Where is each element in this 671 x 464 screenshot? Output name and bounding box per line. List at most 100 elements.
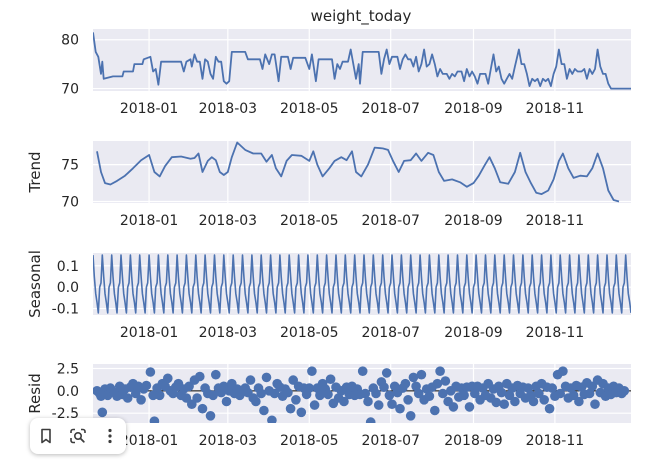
resid-point <box>211 369 221 380</box>
resid-point <box>547 383 557 393</box>
resid-point <box>259 405 269 416</box>
x-tick-label: 2018-03 <box>199 325 258 341</box>
y-tick-label: 2.5 <box>57 361 79 377</box>
y-tick-label: 75 <box>61 158 79 174</box>
y-tick-label: 0.0 <box>57 384 79 400</box>
resid-point <box>408 372 419 383</box>
chart-title: weight_today <box>311 7 412 26</box>
resid-point <box>360 388 371 399</box>
x-tick-label: 2018-09 <box>444 325 503 341</box>
y-tick-label: 80 <box>61 33 79 49</box>
resid-point <box>130 388 141 399</box>
resid-point <box>184 381 194 392</box>
resid-point <box>208 390 218 401</box>
resid-point <box>523 383 533 393</box>
resid-point <box>438 388 448 399</box>
resid-point <box>528 396 539 407</box>
resid-point <box>256 388 267 399</box>
x-tick-label: 2018-03 <box>199 213 258 229</box>
resid-point <box>285 403 296 414</box>
resid-point <box>136 395 146 405</box>
x-tick-label: 2018-07 <box>361 213 420 229</box>
resid-point <box>470 388 480 399</box>
resid-point <box>181 393 192 403</box>
resid-point <box>371 388 381 399</box>
resid-point <box>400 378 411 389</box>
resid-point <box>304 383 315 393</box>
x-tick-label: 2018-03 <box>199 101 258 117</box>
x-tick-label: 2018-11 <box>526 213 585 229</box>
resid-point <box>245 375 256 385</box>
resid-point <box>221 396 232 407</box>
resid-point <box>269 388 280 399</box>
series-group <box>93 32 631 90</box>
bookmark-button[interactable] <box>33 423 59 449</box>
y-axis-label: Resid <box>26 373 44 413</box>
resid-point <box>154 390 165 401</box>
y-tick-label: 70 <box>61 195 79 211</box>
x-tick-label: 2018-09 <box>444 101 503 117</box>
resid-point <box>365 417 376 423</box>
resid-point <box>440 376 451 386</box>
resid-point <box>192 393 202 403</box>
resid-point <box>584 388 595 399</box>
resid-point <box>432 378 443 389</box>
lens-search-button[interactable] <box>65 423 91 449</box>
resid-point <box>590 399 600 410</box>
resid-point <box>411 381 421 392</box>
resid-point <box>574 396 584 407</box>
resid-point <box>363 396 373 407</box>
plot-area <box>93 141 631 203</box>
subplot-3: -0.1 0.0 0.1 2018-01 2018-03 2018-05 2018-07 20… <box>26 250 631 341</box>
subplot-2: 70 75 2018-01 2018-03 2018-05 2018-07 2018-09 2… <box>26 141 631 229</box>
resid-point <box>163 373 173 384</box>
resid-point <box>403 395 413 405</box>
resid-point <box>315 390 325 401</box>
resid-point <box>148 390 158 401</box>
resid-point <box>339 396 349 407</box>
resid-point <box>499 399 510 410</box>
resid-point <box>288 375 299 385</box>
x-tick-label: 2018-01 <box>120 101 179 117</box>
resid-point <box>416 369 427 380</box>
resid-point <box>267 415 277 423</box>
subplot-1: 70 80 2018-01 2018-03 2018-05 2018-07 2018-09 2… <box>61 29 631 117</box>
x-tick-label: 2018-01 <box>120 433 179 449</box>
resid-point <box>387 399 397 410</box>
y-tick-label: 0.0 <box>57 280 79 296</box>
resid-point <box>283 387 293 398</box>
x-tick-label: 2018-07 <box>361 325 420 341</box>
resid-point <box>309 400 320 410</box>
y-axis-label: Trend <box>26 151 44 193</box>
series-group <box>96 141 620 203</box>
resid-point <box>291 395 301 405</box>
resid-point <box>430 405 440 416</box>
resid-point <box>197 403 208 414</box>
series-group <box>93 254 631 314</box>
resid-point <box>373 400 384 410</box>
x-tick-label: 2018-01 <box>120 213 179 229</box>
y-tick-label: -0.1 <box>52 302 79 318</box>
resid-point <box>325 374 336 385</box>
resid-point <box>435 366 445 377</box>
resid-point <box>251 396 261 407</box>
x-tick-label: 2018-07 <box>361 433 420 449</box>
series-line <box>93 32 631 90</box>
more-options-button[interactable] <box>97 423 123 449</box>
resid-point <box>205 411 216 421</box>
y-tick-label: 70 <box>61 82 79 98</box>
resid-point <box>323 389 333 400</box>
resid-point <box>544 403 555 414</box>
resid-point <box>97 407 108 418</box>
x-tick-label: 2018-09 <box>444 213 503 229</box>
x-tick-label: 2018-11 <box>526 101 585 117</box>
resid-point <box>405 411 416 421</box>
resid-point <box>464 402 475 412</box>
resid-point <box>379 382 389 393</box>
x-tick-label: 2018-05 <box>280 213 339 229</box>
resid-point <box>510 396 520 407</box>
x-tick-label: 2018-01 <box>120 325 179 341</box>
resid-point <box>424 391 435 402</box>
